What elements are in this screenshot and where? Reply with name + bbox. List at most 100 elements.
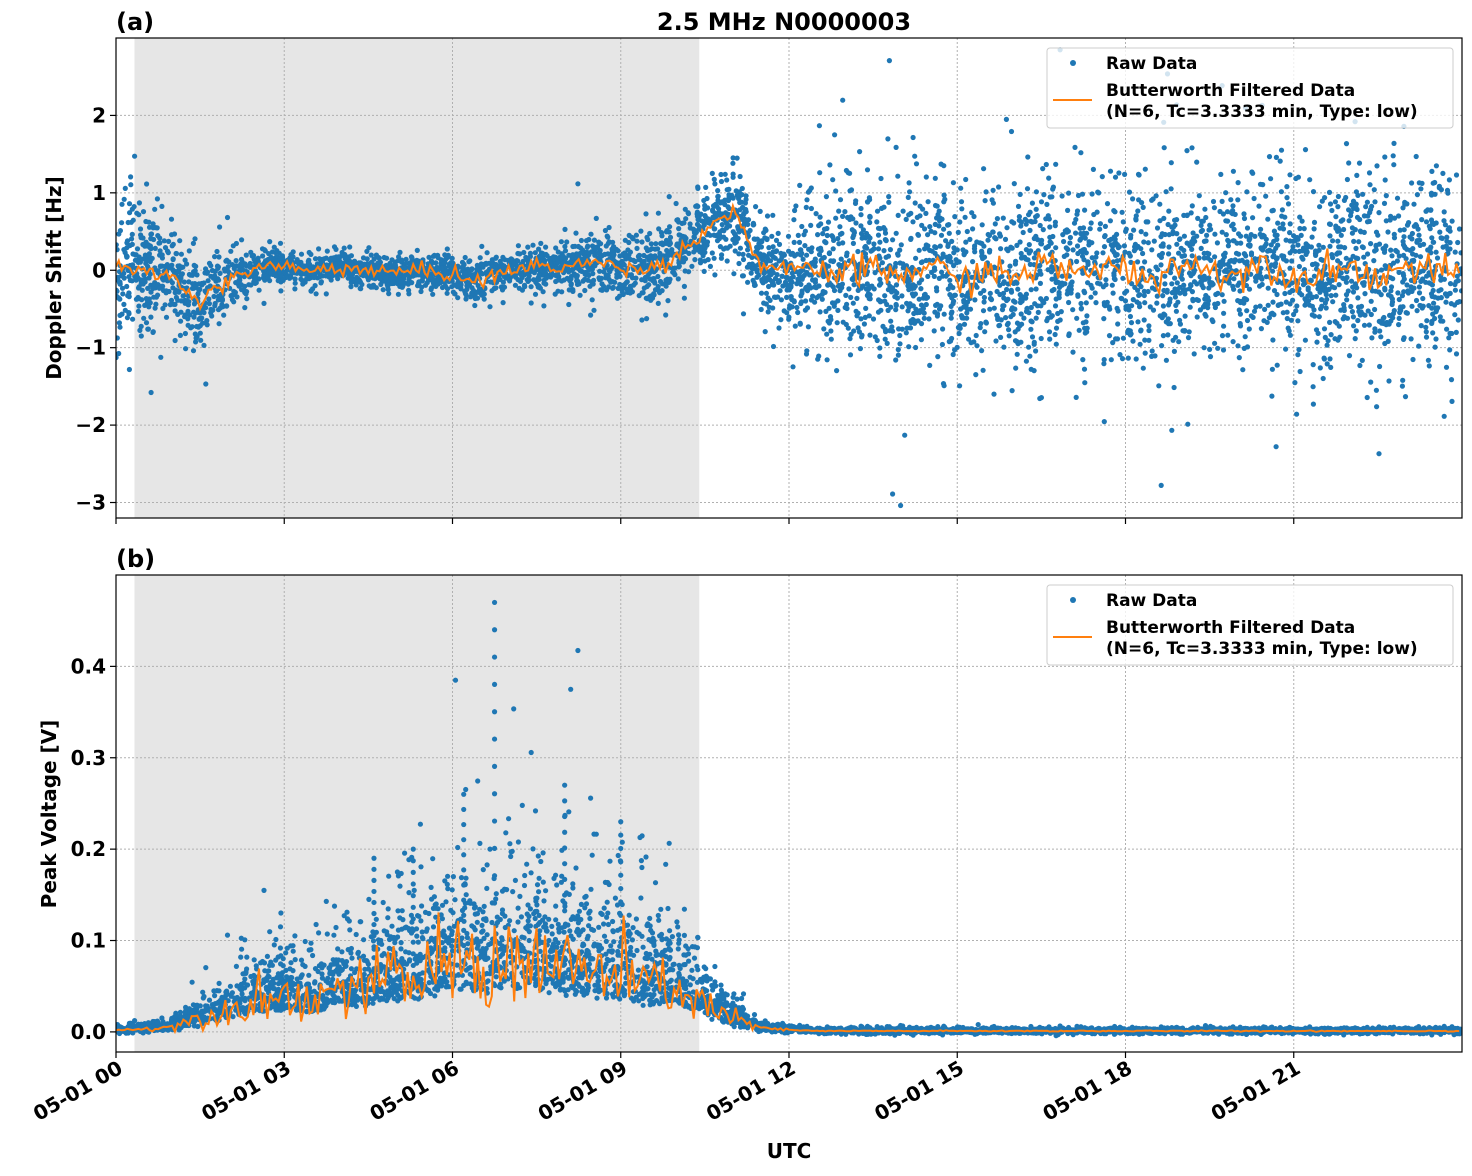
raw-point <box>1166 209 1171 214</box>
raw-point <box>242 261 247 266</box>
raw-point <box>719 252 724 257</box>
raw-point <box>278 256 283 261</box>
raw-point <box>489 288 494 293</box>
raw-point <box>848 352 853 357</box>
raw-point <box>1084 329 1089 334</box>
raw-point <box>1353 205 1358 210</box>
raw-point <box>1009 129 1014 134</box>
raw-point <box>1231 276 1236 281</box>
raw-point <box>941 227 946 232</box>
raw-point <box>917 297 922 302</box>
raw-point <box>746 253 751 258</box>
raw-point <box>1243 334 1248 339</box>
raw-point <box>1443 291 1448 296</box>
raw-point <box>1079 306 1084 311</box>
raw-point <box>933 303 938 308</box>
raw-point <box>965 229 970 234</box>
raw-point <box>1382 286 1387 291</box>
raw-point <box>774 238 779 243</box>
raw-point <box>1344 292 1349 297</box>
raw-point <box>1433 336 1438 341</box>
raw-point <box>1290 244 1295 249</box>
raw-point <box>570 289 575 294</box>
raw-point <box>1383 177 1388 182</box>
raw-point <box>1269 208 1274 213</box>
raw-point <box>1356 239 1361 244</box>
raw-point <box>804 348 809 353</box>
raw-point <box>876 297 881 302</box>
raw-point <box>863 306 868 311</box>
raw-point <box>186 279 191 284</box>
raw-point <box>1190 253 1195 258</box>
raw-point <box>957 219 962 224</box>
raw-point <box>1143 351 1148 356</box>
raw-point <box>1109 357 1114 362</box>
raw-point <box>1310 312 1315 317</box>
raw-point <box>1128 235 1133 240</box>
raw-point <box>1391 141 1396 146</box>
raw-point <box>146 327 151 332</box>
raw-point <box>399 280 404 285</box>
y-tick-label: −3 <box>75 491 106 515</box>
raw-point <box>1256 204 1261 209</box>
raw-point <box>649 241 654 246</box>
raw-point <box>1004 225 1009 230</box>
raw-point <box>1141 366 1146 371</box>
raw-point <box>1010 388 1015 393</box>
raw-point <box>712 272 717 277</box>
raw-point <box>851 241 856 246</box>
raw-point <box>1115 336 1120 341</box>
raw-point <box>1049 241 1054 246</box>
raw-point <box>979 348 984 353</box>
raw-point <box>122 276 127 281</box>
raw-point <box>1242 260 1247 265</box>
raw-point <box>927 363 932 368</box>
raw-point <box>939 233 944 238</box>
raw-point <box>1161 216 1166 221</box>
raw-point <box>1303 338 1308 343</box>
raw-point <box>366 245 371 250</box>
raw-point <box>806 190 811 195</box>
raw-point <box>1426 358 1431 363</box>
raw-point <box>1135 259 1140 264</box>
raw-point <box>798 252 803 257</box>
raw-point <box>913 200 918 205</box>
raw-point <box>1377 328 1382 333</box>
raw-point <box>1073 217 1078 222</box>
raw-point <box>1360 192 1365 197</box>
raw-point <box>1396 213 1401 218</box>
raw-point <box>797 240 802 245</box>
raw-point <box>1222 299 1227 304</box>
raw-point <box>529 284 534 289</box>
raw-point <box>203 381 208 386</box>
raw-point <box>703 185 708 190</box>
raw-point <box>143 219 148 224</box>
raw-point <box>682 296 687 301</box>
raw-point <box>1201 285 1206 290</box>
raw-point <box>120 286 125 291</box>
raw-point <box>1013 329 1018 334</box>
raw-point <box>1288 250 1293 255</box>
raw-point <box>1290 298 1295 303</box>
raw-point <box>1362 213 1367 218</box>
raw-point <box>1040 166 1045 171</box>
raw-point <box>897 341 902 346</box>
raw-point <box>959 199 964 204</box>
raw-point <box>736 251 741 256</box>
raw-point <box>603 228 608 233</box>
raw-point <box>688 221 693 226</box>
raw-point <box>145 297 150 302</box>
raw-point <box>1307 177 1312 182</box>
raw-point <box>704 196 709 201</box>
raw-point <box>1078 150 1083 155</box>
raw-point <box>646 295 651 300</box>
raw-point <box>952 347 957 352</box>
raw-point <box>596 251 601 256</box>
raw-point <box>634 233 639 238</box>
raw-point <box>439 266 444 271</box>
raw-point <box>901 209 906 214</box>
raw-point <box>1320 199 1325 204</box>
raw-point <box>620 260 625 265</box>
raw-point <box>124 245 129 250</box>
raw-point <box>771 249 776 254</box>
